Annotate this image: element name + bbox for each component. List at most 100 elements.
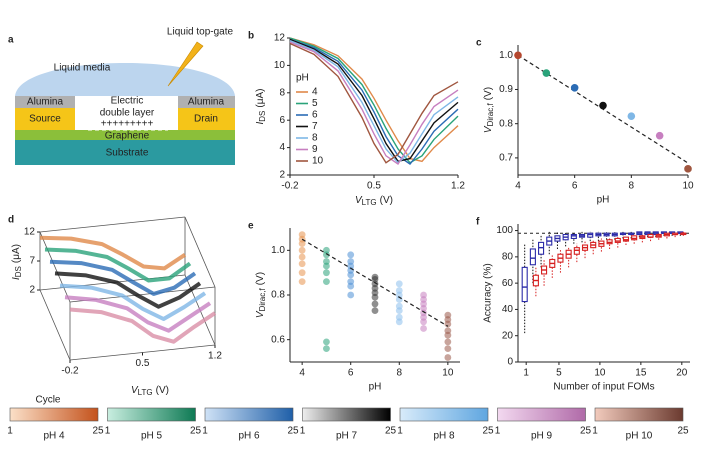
axis-label: pH — [369, 382, 382, 393]
drain — [178, 108, 235, 130]
colorbar-label: pH 4 — [43, 431, 65, 442]
data-point — [444, 338, 452, 346]
colorbar-label: pH 8 — [433, 431, 455, 442]
axis-label-subscript: Dirac,f — [486, 103, 495, 127]
top-gate-needle — [167, 41, 204, 87]
data-point — [599, 101, 607, 110]
panel-label: e — [248, 221, 254, 232]
y-tick-label: 0.9 — [499, 84, 513, 95]
top-gate-label: Liquid top-gate — [167, 27, 234, 38]
data-point — [514, 51, 522, 60]
alumina — [15, 96, 75, 108]
data-point — [323, 262, 330, 270]
data-line — [289, 38, 459, 163]
z-tick-label: 7 — [29, 256, 35, 267]
data-line — [289, 37, 459, 164]
graphene — [15, 130, 235, 140]
box — [529, 248, 536, 266]
data-point — [371, 307, 379, 315]
x-tick-label: 8 — [397, 368, 403, 379]
box-edge — [39, 289, 71, 361]
colorbar-max: 25 — [677, 426, 689, 437]
axis-label: IDS (μA) — [11, 244, 23, 280]
colorbar — [107, 407, 196, 422]
axis-label-unit: (V) — [483, 87, 494, 100]
y-tick-label: 80 — [502, 251, 514, 262]
data-point — [323, 269, 330, 277]
alumina-label: Alumina — [188, 97, 225, 108]
surface-line — [49, 259, 197, 296]
data-point — [444, 331, 452, 339]
colorbar-max: 25 — [190, 426, 202, 437]
y-tick-label: 40 — [502, 304, 514, 315]
y-tick-label: 2 — [279, 170, 285, 181]
colorbar-max: 25 — [385, 426, 397, 437]
legend-label: 6 — [312, 110, 318, 121]
box-edge — [39, 216, 186, 233]
axis-label-unit: (μA) — [11, 244, 22, 263]
legend-label: 5 — [312, 98, 318, 109]
y-tick-label: 1.0 — [271, 245, 285, 256]
data-line — [289, 42, 459, 164]
axis-label-symbol: V — [483, 125, 494, 133]
axis-label: IDS (μA) — [255, 89, 267, 125]
graphene-label: Graphene — [105, 131, 150, 142]
data-point — [347, 291, 355, 299]
x-tick-label: -0.2 — [61, 366, 79, 377]
x-tick-label: -0.2 — [281, 181, 299, 192]
colorbar-min: 1 — [7, 426, 13, 437]
x-tick-label: 15 — [635, 368, 647, 379]
x-tick-label: 4 — [299, 368, 305, 379]
x-tick-label: 6 — [348, 368, 354, 379]
data-line — [289, 38, 459, 165]
y-tick-label: 10 — [274, 60, 286, 71]
colorbar-max: 25 — [580, 426, 592, 437]
colorbar-max: 25 — [287, 426, 299, 437]
y-tick-label: 8 — [279, 87, 285, 98]
colorbar-min: 1 — [105, 426, 111, 437]
x-tick-label: 6 — [572, 181, 578, 192]
y-tick-label: 60 — [502, 278, 514, 289]
source — [15, 108, 75, 130]
data-point — [298, 240, 306, 248]
data-line — [289, 41, 459, 165]
y-tick-label: 1.0 — [499, 50, 513, 61]
box-edge — [184, 216, 216, 288]
data-point — [420, 318, 427, 326]
liquid-media — [15, 63, 235, 96]
axis-label-subscript: LTG — [138, 388, 153, 397]
colorbar-min: 1 — [300, 426, 306, 437]
data-line — [289, 40, 459, 164]
z-tick-label: 12 — [24, 227, 36, 238]
colorbar-label: pH 7 — [336, 431, 358, 442]
data-point — [371, 293, 379, 301]
surface-line — [69, 307, 217, 344]
axis-label: VDirac,f (V) — [255, 272, 267, 318]
colorbar-min: 1 — [397, 426, 403, 437]
data-point — [395, 318, 403, 326]
data-point — [444, 345, 452, 352]
surface-line — [39, 235, 187, 271]
edl-label: double layer — [100, 108, 155, 119]
data-point — [298, 269, 306, 277]
data-point — [371, 300, 379, 308]
data-point — [420, 325, 427, 332]
alumina-label: Alumina — [27, 97, 64, 108]
box-edge — [39, 231, 71, 303]
legend-label: 7 — [312, 121, 318, 132]
axis-label-subscript: Dirac,f — [258, 288, 267, 312]
colorbar-max: 25 — [92, 426, 104, 437]
data-point — [570, 83, 579, 92]
surface-line — [64, 295, 212, 333]
x-tick-label: 10 — [682, 181, 694, 192]
alumina — [178, 96, 235, 108]
data-point — [627, 112, 636, 120]
data-point — [542, 69, 551, 77]
axis-label-unit: (V) — [255, 272, 266, 285]
panel-label: f — [476, 217, 480, 228]
y-tick-label: 12 — [274, 33, 286, 44]
substrate-label: Substrate — [106, 148, 149, 159]
data-point — [655, 131, 664, 140]
